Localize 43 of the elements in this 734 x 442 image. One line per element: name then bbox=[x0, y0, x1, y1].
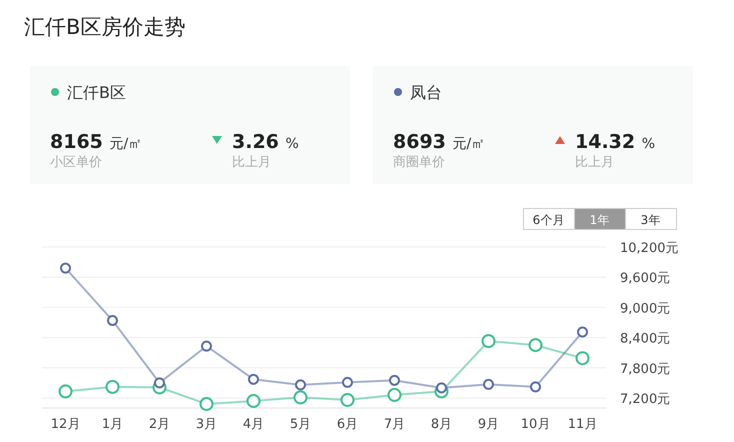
x-tick-label: 6月 bbox=[336, 417, 358, 432]
x-tick-label: 10月 bbox=[520, 417, 550, 432]
x-tick-label: 3月 bbox=[196, 417, 218, 432]
legend-label: 凤台 bbox=[410, 83, 442, 102]
point bbox=[248, 374, 259, 385]
x-tick-label: 9月 bbox=[478, 417, 500, 432]
point bbox=[58, 384, 72, 398]
y-tick-label: 7,200元 bbox=[620, 392, 670, 407]
y-tick-label: 7,800元 bbox=[620, 362, 670, 377]
x-tick-label: 2月 bbox=[148, 417, 170, 432]
y-tick-label: 9,000元 bbox=[620, 301, 670, 316]
x-tick-label: 11月 bbox=[568, 417, 598, 432]
x-tick-label: 8月 bbox=[430, 417, 452, 432]
point bbox=[576, 351, 590, 366]
legend-label: 汇仟B区 bbox=[67, 83, 126, 102]
x-tick-label: 4月 bbox=[242, 417, 264, 432]
point bbox=[389, 374, 400, 386]
y-tick-label: 10,200元 bbox=[620, 241, 678, 256]
point bbox=[340, 392, 354, 407]
y-tick-label: 9,600元 bbox=[620, 271, 670, 286]
x-tick-label: 5月 bbox=[290, 417, 312, 432]
point bbox=[388, 388, 402, 402]
point bbox=[60, 262, 71, 274]
chart-title: 汇仟B区房价走势 bbox=[24, 15, 186, 39]
point bbox=[294, 390, 308, 404]
x-tick-label: 7月 bbox=[384, 417, 406, 432]
point bbox=[482, 334, 496, 348]
point bbox=[200, 396, 214, 411]
point bbox=[530, 381, 541, 392]
x-tick-label: 12月 bbox=[50, 417, 80, 432]
point bbox=[246, 394, 260, 408]
point bbox=[154, 377, 165, 388]
point bbox=[483, 378, 494, 390]
point bbox=[107, 314, 118, 326]
point bbox=[577, 326, 588, 338]
x-tick-label: 1月 bbox=[102, 417, 124, 432]
point bbox=[436, 382, 447, 394]
point bbox=[106, 380, 120, 394]
point bbox=[201, 340, 212, 352]
point bbox=[342, 376, 353, 388]
point bbox=[295, 379, 306, 390]
point bbox=[528, 338, 542, 352]
y-tick-label: 8,400元 bbox=[620, 332, 670, 347]
